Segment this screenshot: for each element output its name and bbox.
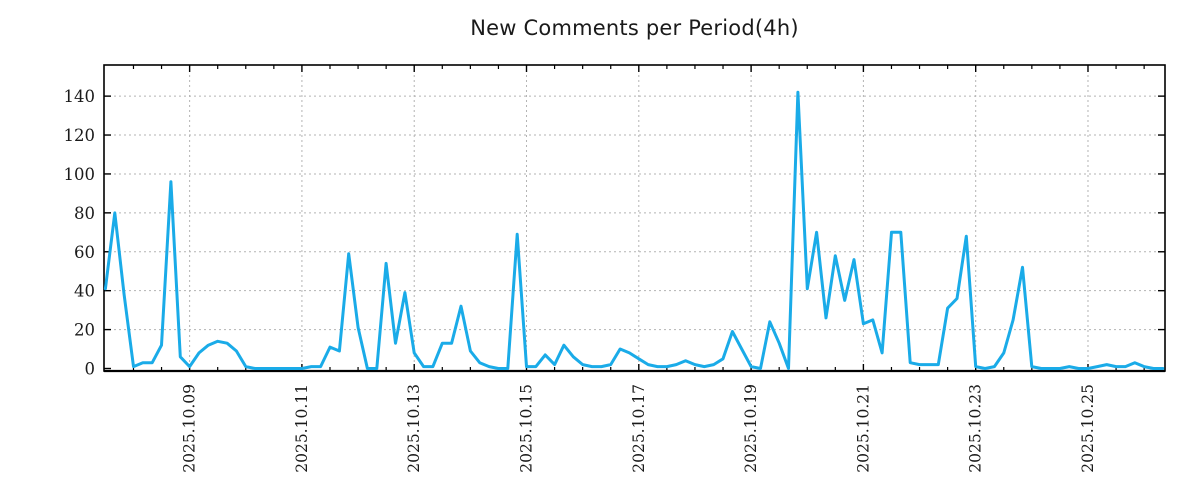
- y-tick-label: 0: [85, 360, 96, 379]
- plot-border: [103, 64, 1166, 373]
- y-tick-label: 80: [74, 204, 95, 223]
- y-tick-label: 20: [74, 321, 95, 340]
- y-tick-label: 100: [64, 165, 96, 184]
- comments-line-series: [103, 90, 1165, 370]
- x-tick-label: 2025.10.09: [181, 384, 199, 473]
- y-axis-labels: 0 20 40 60 80 100 120 140: [64, 87, 96, 378]
- x-tick-label: 2025.10.19: [742, 384, 760, 473]
- x-tick-label: 2025.10.15: [518, 384, 536, 473]
- x-tick-label: 2025.10.11: [293, 384, 311, 473]
- gridlines: [104, 65, 1165, 371]
- chart-title: New Comments per Period(4h): [470, 16, 799, 40]
- y-tick-label: 60: [74, 243, 95, 262]
- x-tick-label: 2025.10.21: [854, 384, 872, 473]
- data-line: [103, 90, 1165, 370]
- x-tick-label: 2025.10.25: [1079, 384, 1097, 473]
- y-tick-label: 120: [64, 126, 96, 145]
- x-tick-label: 2025.10.17: [630, 384, 648, 473]
- x-axis-labels: 2025.10.09 2025.10.11 2025.10.13 2025.10.15…: [181, 384, 1097, 473]
- y-tick-label: 140: [64, 87, 96, 106]
- x-tick-label: 2025.10.13: [405, 384, 423, 473]
- y-tick-label: 40: [74, 282, 95, 301]
- axis-ticks: [104, 65, 1165, 371]
- x-tick-label: 2025.10.23: [967, 384, 985, 473]
